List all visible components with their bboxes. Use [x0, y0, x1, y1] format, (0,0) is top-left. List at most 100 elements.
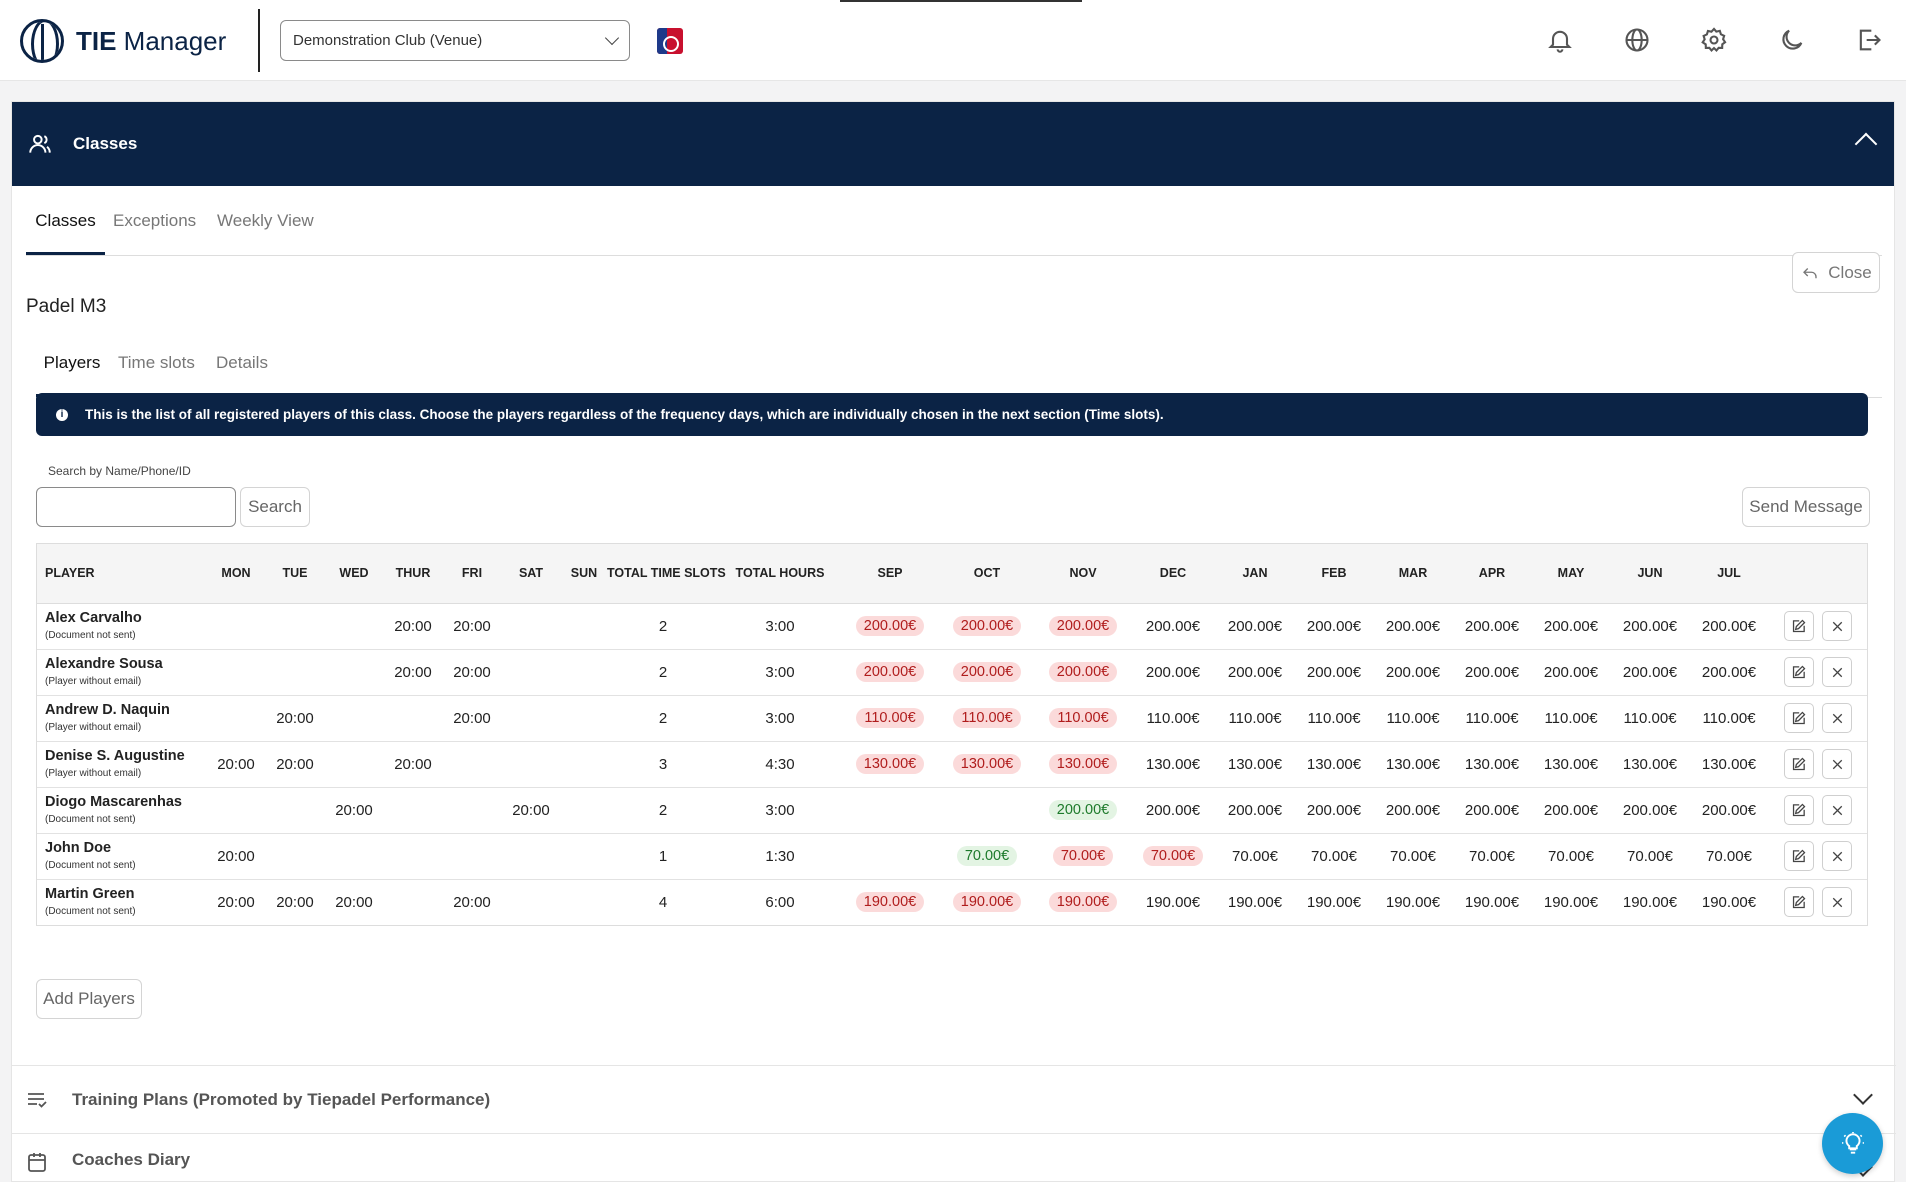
table-row[interactable]: Andrew D. Naquin (Player without email) 2…	[37, 695, 1867, 742]
chevron-up-icon[interactable]	[1854, 132, 1878, 156]
send-message-button[interactable]: Send Message	[1742, 487, 1870, 527]
month-price: 200.00€	[1543, 663, 1599, 681]
month-price: 110.00€	[1146, 709, 1200, 727]
table-row[interactable]: Diogo Mascarenhas (Document not sent) 20:…	[37, 787, 1867, 834]
month-cell: 70.00€	[1453, 833, 1531, 880]
month-cell: 200.00€	[1453, 649, 1531, 696]
gear-icon[interactable]	[1700, 26, 1728, 54]
column-header: MON	[207, 544, 265, 604]
edit-icon[interactable]	[1783, 749, 1814, 779]
close-icon[interactable]	[1822, 887, 1853, 918]
search-label: Search by Name/Phone/ID	[48, 464, 191, 478]
tab-players[interactable]: Players	[36, 353, 108, 397]
month-price[interactable]: 200.00€	[952, 662, 1022, 682]
logout-icon[interactable]	[1855, 26, 1883, 54]
month-price[interactable]: 190.00€	[1048, 892, 1118, 913]
month-price[interactable]: 200.00€	[855, 662, 925, 682]
section-training-plans[interactable]: Training Plans (Promoted by Tiepadel Per…	[12, 1065, 1896, 1133]
month-cell: 110.00€	[1131, 695, 1215, 742]
globe-icon[interactable]	[1623, 26, 1651, 54]
day-cell	[561, 649, 607, 696]
month-price: 110.00€	[1544, 709, 1598, 727]
day-cell	[325, 833, 383, 880]
month-price[interactable]: 70.00€	[1142, 846, 1204, 866]
edit-icon[interactable]	[1783, 795, 1814, 825]
table-row[interactable]: Denise S. Augustine (Player without emai…	[37, 741, 1867, 788]
edit-icon[interactable]	[1783, 657, 1814, 687]
month-price[interactable]: 200.00€	[1048, 616, 1118, 636]
month-price[interactable]: 190.00€	[855, 892, 925, 913]
month-price: 70.00€	[1469, 847, 1515, 865]
close-icon[interactable]	[1822, 749, 1853, 779]
month-price[interactable]: 200.00€	[952, 616, 1022, 636]
month-price[interactable]: 110.00€	[953, 708, 1021, 728]
month-cell: 190.00€	[1611, 879, 1689, 925]
tab-time-slots[interactable]: Time slots	[118, 353, 195, 372]
month-price[interactable]: 130.00€	[1048, 754, 1118, 774]
total-hours: 6:00	[765, 893, 795, 911]
tab-details[interactable]: Details	[216, 353, 268, 372]
bell-icon[interactable]	[1546, 26, 1574, 54]
month-price: 200.00€	[1385, 617, 1441, 635]
app-logo[interactable]: TIE Manager	[20, 19, 226, 63]
column-header: WED	[325, 544, 383, 604]
month-cell: 200.00€	[1131, 649, 1215, 696]
month-cell: 130.00€	[1453, 741, 1531, 788]
month-cell: 200.00€	[939, 649, 1035, 696]
month-price[interactable]: 200.00€	[1048, 800, 1118, 820]
close-icon[interactable]	[1822, 611, 1853, 641]
table-row[interactable]: Alexandre Sousa (Player without email) 20…	[37, 649, 1867, 696]
edit-icon[interactable]	[1783, 887, 1814, 918]
edit-icon[interactable]	[1783, 841, 1814, 871]
column-header: MAY	[1531, 544, 1611, 604]
table-body: Alex Carvalho (Document not sent) 20:00 20…	[37, 603, 1867, 925]
month-cell: 200.00€	[1611, 603, 1689, 650]
moon-icon[interactable]	[1778, 26, 1806, 54]
day-cell	[443, 741, 501, 788]
search-input[interactable]	[36, 487, 236, 527]
tab-weekly-view[interactable]: Weekly View	[217, 211, 314, 230]
month-cell: 130.00€	[1373, 741, 1453, 788]
month-price[interactable]: 130.00€	[952, 754, 1022, 774]
panel-header[interactable]: Classes	[12, 102, 1894, 186]
section-coaches-diary[interactable]: Coaches Diary	[12, 1133, 1896, 1182]
close-icon[interactable]	[1822, 703, 1853, 733]
tab-exceptions[interactable]: Exceptions	[113, 211, 197, 230]
edit-icon[interactable]	[1783, 611, 1814, 641]
month-price[interactable]: 110.00€	[1049, 708, 1117, 728]
month-price[interactable]: 70.00€	[1052, 846, 1114, 866]
month-price[interactable]: 130.00€	[855, 754, 925, 774]
month-price[interactable]: 200.00€	[1048, 662, 1118, 682]
month-price: 130.00€	[1622, 755, 1678, 773]
close-icon[interactable]	[1822, 795, 1853, 825]
month-price: 200.00€	[1701, 801, 1757, 819]
language-flag-icon[interactable]	[657, 28, 683, 54]
venue-select[interactable]: Demonstration Club (Venue)	[280, 20, 630, 61]
day-cell	[501, 603, 561, 650]
help-lightbulb-button[interactable]	[1822, 1113, 1883, 1174]
edit-icon[interactable]	[1783, 703, 1814, 733]
month-price: 200.00€	[1543, 617, 1599, 635]
close-button[interactable]: Close	[1792, 252, 1880, 293]
tab-classes[interactable]: Classes	[26, 211, 105, 255]
header-divider	[258, 9, 260, 72]
day-cell	[265, 649, 325, 696]
month-price[interactable]: 70.00€	[956, 846, 1018, 866]
total-hours: 1:30	[719, 833, 841, 880]
month-price: 70.00€	[1706, 847, 1752, 865]
month-cell: 110.00€	[1215, 695, 1295, 742]
day-cell	[383, 695, 443, 742]
table-row[interactable]: Alex Carvalho (Document not sent) 20:00 20…	[37, 603, 1867, 650]
month-price[interactable]: 190.00€	[952, 892, 1022, 913]
table-row[interactable]: Martin Green (Document not sent) 20:00 20:…	[37, 879, 1867, 925]
close-icon[interactable]	[1822, 841, 1853, 871]
close-icon[interactable]	[1822, 657, 1853, 687]
month-price[interactable]: 200.00€	[855, 616, 925, 636]
search-button[interactable]: Search	[240, 487, 310, 527]
month-price: 200.00€	[1306, 617, 1362, 635]
table-row[interactable]: John Doe (Document not sent) 20:00 1 1:30 70…	[37, 833, 1867, 880]
month-cell: 200.00€	[1531, 603, 1611, 650]
month-price[interactable]: 110.00€	[856, 708, 924, 728]
day-cell	[501, 741, 561, 788]
add-players-button[interactable]: Add Players	[36, 979, 142, 1019]
